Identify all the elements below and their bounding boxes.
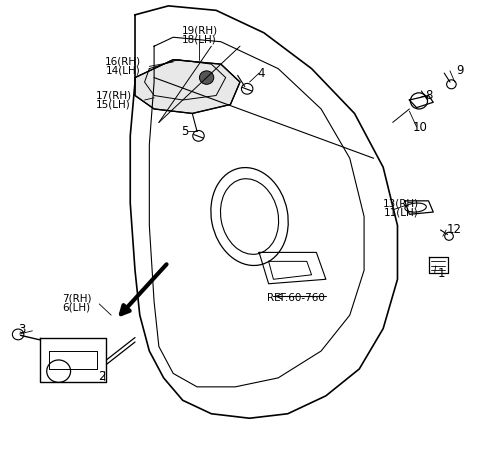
Text: 6(LH): 6(LH) <box>63 302 91 312</box>
Text: 13(RH): 13(RH) <box>383 199 420 209</box>
Text: 7(RH): 7(RH) <box>62 293 92 303</box>
Circle shape <box>199 71 214 84</box>
Text: 18(LH): 18(LH) <box>182 34 217 45</box>
Text: 2: 2 <box>98 371 105 383</box>
Text: 5: 5 <box>181 125 189 138</box>
Text: 8: 8 <box>425 89 432 102</box>
Text: 15(LH): 15(LH) <box>96 100 131 110</box>
Text: REF.60-760: REF.60-760 <box>267 293 325 303</box>
Text: 11(LH): 11(LH) <box>384 208 419 218</box>
Text: 19(RH): 19(RH) <box>181 26 217 36</box>
Text: 12: 12 <box>446 224 461 236</box>
Text: 3: 3 <box>18 323 25 336</box>
Text: 10: 10 <box>413 121 428 134</box>
Text: 1: 1 <box>438 267 445 281</box>
Text: 14(LH): 14(LH) <box>106 66 141 76</box>
Text: 4: 4 <box>258 67 265 80</box>
Text: 16(RH): 16(RH) <box>105 57 141 67</box>
Text: 9: 9 <box>456 64 463 78</box>
Text: 17(RH): 17(RH) <box>96 91 132 101</box>
Polygon shape <box>135 60 240 114</box>
